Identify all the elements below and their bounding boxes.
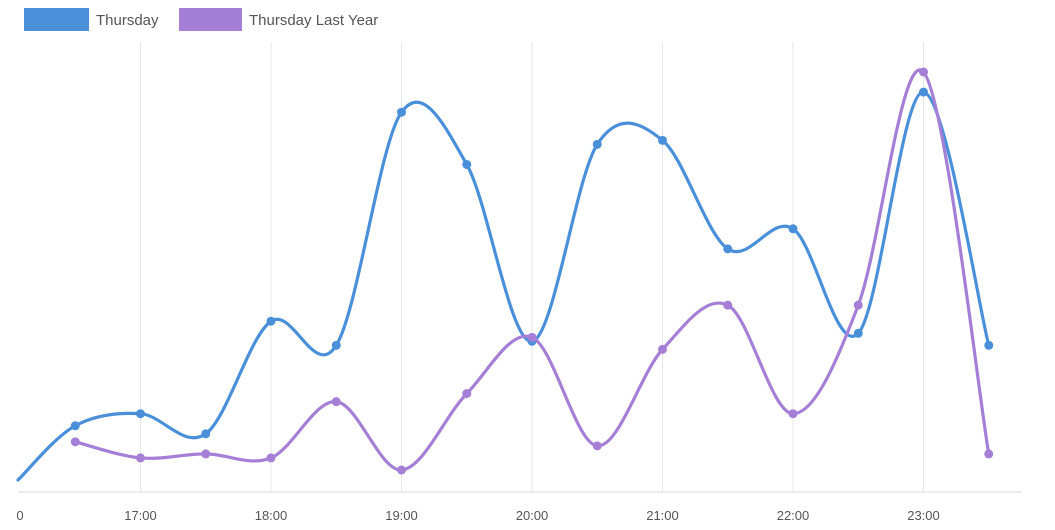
data-point[interactable] bbox=[984, 340, 994, 350]
data-point[interactable] bbox=[136, 409, 145, 419]
data-point[interactable] bbox=[462, 389, 472, 399]
legend[interactable]: Thursday Thursday Last Year bbox=[24, 8, 378, 31]
x-tick-label: 18:00 bbox=[255, 508, 288, 523]
series-layer bbox=[16, 67, 994, 482]
data-point[interactable] bbox=[266, 453, 276, 463]
data-point[interactable] bbox=[919, 87, 928, 97]
data-point[interactable] bbox=[527, 332, 537, 342]
data-point[interactable] bbox=[984, 449, 994, 459]
data-point[interactable] bbox=[592, 139, 602, 149]
data-point[interactable] bbox=[788, 409, 798, 419]
x-tick-label: 20:00 bbox=[516, 508, 549, 523]
legend-item[interactable]: Thursday bbox=[24, 8, 159, 31]
data-point[interactable] bbox=[201, 449, 211, 459]
data-point[interactable] bbox=[592, 441, 602, 451]
data-point[interactable] bbox=[658, 344, 667, 354]
x-axis: 0 17:00 18:00 19:00 20:00 21:00 22:00 23:00 bbox=[16, 491, 1022, 523]
data-point[interactable] bbox=[723, 300, 733, 310]
x-tick-label: 0 bbox=[16, 508, 23, 523]
data-point[interactable] bbox=[70, 421, 80, 431]
data-point[interactable] bbox=[919, 67, 928, 77]
legend-swatch bbox=[24, 8, 89, 31]
data-point[interactable] bbox=[136, 453, 145, 463]
x-tick-label: 22:00 bbox=[777, 508, 810, 523]
x-tick-label: 17:00 bbox=[124, 508, 157, 523]
data-point[interactable] bbox=[266, 316, 276, 326]
data-point[interactable] bbox=[723, 244, 733, 254]
data-point[interactable] bbox=[462, 159, 472, 169]
legend-item[interactable]: Thursday Last Year bbox=[179, 8, 378, 31]
data-point[interactable] bbox=[853, 328, 863, 338]
legend-label: Thursday bbox=[96, 12, 159, 29]
data-point[interactable] bbox=[397, 465, 406, 475]
series-thursday bbox=[16, 87, 994, 482]
data-point[interactable] bbox=[201, 429, 211, 439]
legend-swatch bbox=[179, 8, 242, 31]
series-thursday-last-year bbox=[70, 67, 994, 475]
data-point[interactable] bbox=[397, 107, 406, 117]
data-point[interactable] bbox=[331, 340, 341, 350]
data-point[interactable] bbox=[658, 135, 667, 145]
data-point[interactable] bbox=[331, 397, 341, 407]
series-line bbox=[16, 90, 991, 482]
x-tick-label: 19:00 bbox=[385, 508, 418, 523]
x-tick-label: 23:00 bbox=[907, 508, 940, 523]
grid-layer bbox=[140, 42, 924, 492]
legend-label: Thursday Last Year bbox=[249, 12, 378, 29]
data-point[interactable] bbox=[788, 224, 798, 234]
data-point[interactable] bbox=[853, 300, 863, 310]
data-point[interactable] bbox=[70, 437, 80, 447]
x-tick-label: 21:00 bbox=[646, 508, 679, 523]
